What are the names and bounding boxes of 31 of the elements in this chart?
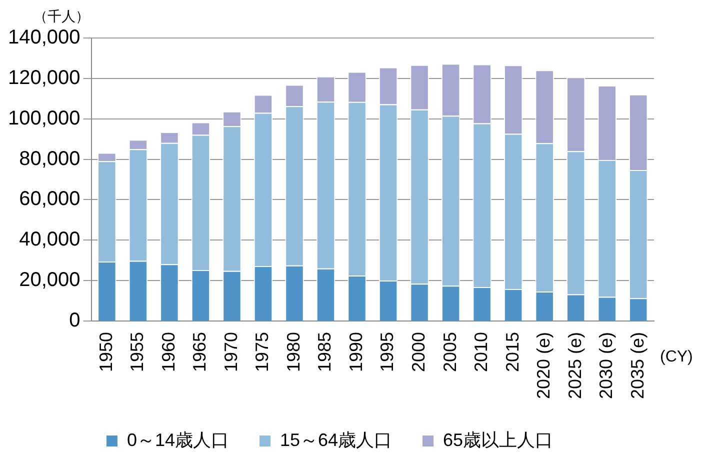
x-tick-label: 1950 xyxy=(96,332,116,372)
x-tick-label: 2025 (e) xyxy=(564,332,585,400)
x-tick-label: 1985 xyxy=(314,332,335,372)
x-tick-label: 2000 xyxy=(408,332,429,372)
y-tick-label: 0 xyxy=(69,309,80,332)
legend-label: 65歳以上人口 xyxy=(443,430,554,450)
x-tick-label: 2005 xyxy=(440,332,460,372)
y-tick-label: 60,000 xyxy=(19,188,80,210)
x-tick-label: 1955 xyxy=(127,332,148,372)
y-tick-label: 80,000 xyxy=(19,148,80,170)
y-tick-label: 100,000 xyxy=(8,107,80,130)
y-tick-label: 40,000 xyxy=(19,228,80,251)
x-tick-label: 1970 xyxy=(220,332,241,372)
x-tick-label: 2010 xyxy=(471,332,492,372)
y-axis-title: （千人） xyxy=(33,8,90,24)
x-tick-label: 1990 xyxy=(346,332,366,372)
x-tick-label: 1960 xyxy=(158,332,178,372)
x-tick-label: 1975 xyxy=(252,332,272,372)
x-tick-label: 2020 (e) xyxy=(534,332,554,400)
x-axis-title: (CY) xyxy=(660,348,693,366)
y-tick-label: 140,000 xyxy=(8,26,80,49)
x-tick-label: 2035 (e) xyxy=(627,332,648,400)
legend-label: 0～14歳人口 xyxy=(126,430,229,450)
x-tick-label: 1995 xyxy=(377,332,398,372)
x-tick-label: 2030 (e) xyxy=(596,332,616,400)
y-tick-label: 20,000 xyxy=(19,269,80,292)
x-tick-label: 2015 xyxy=(502,332,522,372)
y-tick-label: 120,000 xyxy=(8,66,80,89)
x-tick-label: 1965 xyxy=(190,332,210,372)
x-tick-label: 1980 xyxy=(283,332,304,372)
legend-label: 15～64歳人口 xyxy=(280,430,392,450)
